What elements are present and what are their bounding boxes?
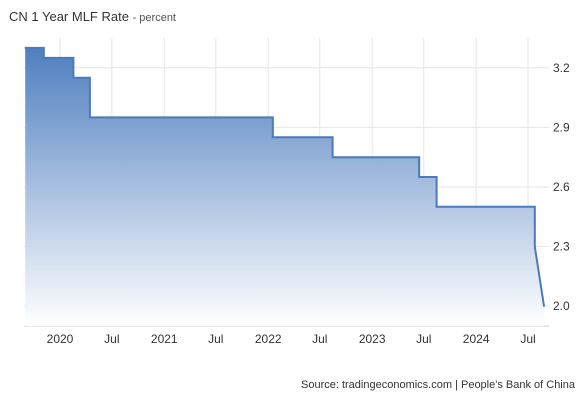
x-tick-label: 2024 bbox=[463, 332, 490, 346]
x-tick-label: Jul bbox=[520, 332, 535, 346]
y-tick-label: 3.2 bbox=[553, 61, 570, 75]
y-tick-label: 2.3 bbox=[553, 240, 570, 254]
data-point bbox=[534, 245, 536, 248]
x-tick-label: 2023 bbox=[359, 332, 386, 346]
x-tick-label: 2020 bbox=[47, 332, 74, 346]
data-point bbox=[42, 57, 45, 59]
x-tick-label: Jul bbox=[208, 332, 223, 346]
data-point bbox=[543, 305, 545, 307]
source-note: Source: tradingeconomics.com | People's … bbox=[301, 379, 575, 391]
data-point bbox=[72, 76, 75, 79]
data-point bbox=[24, 47, 27, 49]
data-point bbox=[331, 156, 334, 158]
x-tick-label: Jul bbox=[312, 332, 327, 346]
x-tick-label: 2021 bbox=[151, 332, 178, 346]
x-tick-label: 2022 bbox=[255, 332, 282, 346]
y-tick-label: 2.0 bbox=[553, 299, 570, 313]
data-point bbox=[418, 176, 420, 178]
chart-title: CN 1 Year MLF Rate - percent bbox=[9, 9, 176, 24]
data-point bbox=[435, 206, 438, 208]
chart-unit-label: - percent bbox=[132, 12, 176, 24]
data-point bbox=[89, 116, 91, 119]
series-line bbox=[25, 46, 545, 307]
chart-title-text: CN 1 Year MLF Rate bbox=[9, 9, 129, 24]
x-tick-label: Jul bbox=[416, 332, 431, 346]
data-point bbox=[271, 136, 274, 139]
y-tick-label: 2.6 bbox=[553, 180, 570, 194]
y-tick-label: 2.9 bbox=[553, 120, 570, 134]
x-tick-label: Jul bbox=[104, 332, 119, 346]
